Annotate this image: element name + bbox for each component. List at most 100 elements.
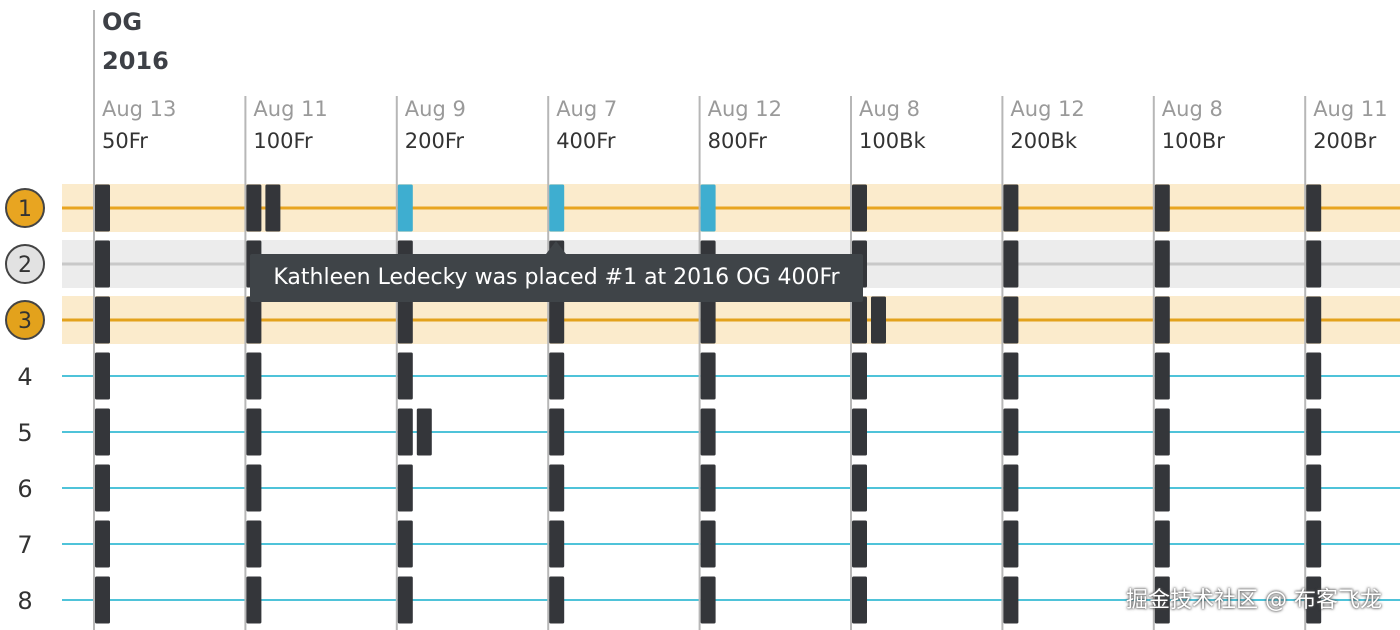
- result-mark: [700, 408, 716, 456]
- result-mark: [1154, 464, 1170, 512]
- result-mark: [246, 184, 262, 232]
- result-mark: [1154, 520, 1170, 568]
- result-mark: [246, 464, 262, 512]
- meet-label: OG: [102, 8, 142, 36]
- event-date-label: Aug 12: [1010, 97, 1084, 121]
- year-label: 2016: [102, 47, 169, 75]
- result-mark: [852, 296, 867, 344]
- highlighted-result-mark: [549, 184, 565, 232]
- result-mark: [852, 520, 867, 568]
- rank-label: 7: [17, 531, 32, 559]
- rank-label: 5: [17, 419, 32, 447]
- result-mark: [700, 352, 716, 400]
- result-mark: [1003, 408, 1019, 456]
- result-mark: [1154, 408, 1170, 456]
- result-mark: [397, 352, 413, 400]
- result-mark: [397, 464, 413, 512]
- result-mark: [397, 408, 413, 456]
- result-mark: [700, 576, 716, 624]
- result-mark: [246, 520, 262, 568]
- result-mark: [95, 352, 110, 400]
- rank-label: 8: [17, 587, 32, 615]
- result-mark: [1003, 352, 1019, 400]
- result-mark: [246, 352, 262, 400]
- result-mark: [1154, 576, 1170, 624]
- result-mark: [95, 576, 110, 624]
- result-mark: [871, 296, 886, 344]
- result-mark: [1154, 296, 1170, 344]
- rank-label: 1: [18, 197, 32, 222]
- event-name-label: 100Fr: [253, 129, 313, 153]
- rank-label: 4: [17, 363, 32, 391]
- result-mark: [246, 576, 262, 624]
- result-mark: [246, 296, 262, 344]
- event-date-label: Aug 13: [102, 97, 176, 121]
- result-mark: [1306, 240, 1322, 288]
- result-mark: [549, 464, 565, 512]
- medal-circle-1: [5, 188, 45, 228]
- event-name-label: 400Fr: [556, 129, 616, 153]
- result-mark: [1154, 184, 1170, 232]
- result-mark: [1306, 408, 1322, 456]
- event-name-label: 200Br: [1313, 129, 1376, 153]
- rank-label: 3: [18, 309, 32, 334]
- highlighted-result-mark: [700, 184, 716, 232]
- result-mark: [95, 240, 110, 288]
- event-name-label: 100Br: [1162, 129, 1225, 153]
- result-mark: [700, 296, 716, 344]
- result-mark: [1154, 352, 1170, 400]
- medal-circle-2: [5, 244, 45, 284]
- result-mark: [1003, 576, 1019, 624]
- result-mark: [95, 184, 110, 232]
- result-mark: [95, 408, 110, 456]
- result-mark: [549, 576, 565, 624]
- result-mark: [95, 296, 110, 344]
- result-mark: [852, 464, 867, 512]
- result-mark: [1306, 184, 1322, 232]
- result-mark: [700, 464, 716, 512]
- result-mark: [397, 520, 413, 568]
- result-mark: [852, 576, 867, 624]
- event-name-label: 100Bk: [859, 129, 926, 153]
- highlighted-result-mark: [397, 184, 413, 232]
- result-mark: [246, 408, 262, 456]
- result-mark: [1003, 184, 1019, 232]
- result-mark: [397, 296, 413, 344]
- event-name-label: 200Fr: [405, 129, 465, 153]
- result-mark: [549, 352, 565, 400]
- event-date-label: Aug 8: [859, 97, 920, 121]
- tooltip-arrow: [546, 241, 566, 254]
- event-date-label: Aug 8: [1162, 97, 1223, 121]
- event-name-label: 800Fr: [708, 129, 768, 153]
- result-mark: [416, 408, 432, 456]
- result-mark: [95, 464, 110, 512]
- event-date-label: Aug 7: [556, 97, 617, 121]
- result-mark: [1306, 576, 1322, 624]
- result-mark: [549, 520, 565, 568]
- result-mark: [1306, 352, 1322, 400]
- event-name-label: 50Fr: [102, 129, 148, 153]
- watermark: 掘金技术社区 @ 布客飞龙: [1126, 588, 1382, 613]
- event-date-label: Aug 11: [253, 97, 327, 121]
- event-date-label: Aug 11: [1313, 97, 1387, 121]
- result-mark: [852, 184, 867, 232]
- result-mark: [549, 408, 565, 456]
- result-mark: [852, 352, 867, 400]
- event-name-label: 200Bk: [1010, 129, 1077, 153]
- result-mark: [700, 520, 716, 568]
- event-date-label: Aug 9: [405, 97, 466, 121]
- result-mark: [265, 184, 281, 232]
- result-mark: [1154, 240, 1170, 288]
- medal-circle-3: [5, 300, 45, 340]
- rank-label: 2: [18, 253, 32, 278]
- result-mark: [1003, 240, 1019, 288]
- result-mark: [1003, 296, 1019, 344]
- result-mark: [1003, 520, 1019, 568]
- result-mark: [397, 576, 413, 624]
- result-tooltip: Kathleen Ledecky was placed #1 at 2016 O…: [250, 254, 863, 302]
- result-mark: [1003, 464, 1019, 512]
- result-mark: [852, 408, 867, 456]
- result-mark: [1306, 520, 1322, 568]
- rank-label: 6: [17, 475, 32, 503]
